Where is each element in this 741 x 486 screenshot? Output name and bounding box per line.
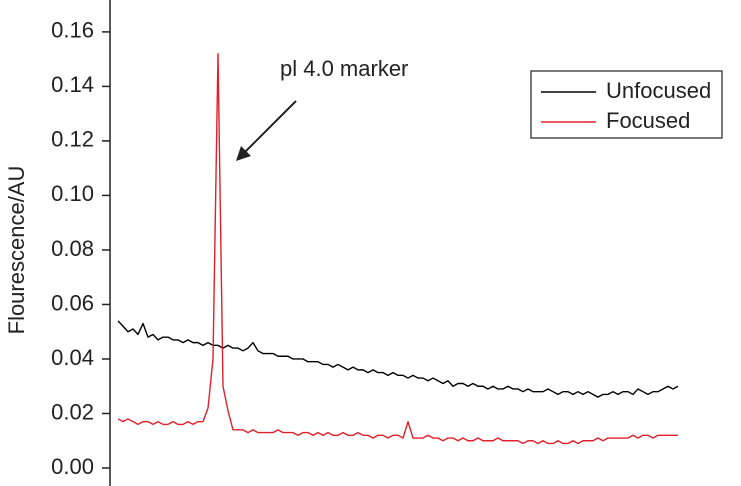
y-tick-label: 0.12 <box>51 127 94 152</box>
y-tick-label: 0.10 <box>51 181 94 206</box>
y-tick-label: 0.06 <box>51 290 94 315</box>
data-line <box>117 320 679 398</box>
y-tick-label: 0.02 <box>51 399 94 424</box>
y-tick-label: 0.00 <box>51 454 94 479</box>
y-tick-label: 0.08 <box>51 236 94 261</box>
y-axis-label: Flourescence/AU <box>4 166 29 335</box>
annotation: pl 4.0 marker <box>280 56 408 81</box>
legend-label: Unfocused <box>606 78 711 103</box>
annotation-arrowhead <box>236 146 251 161</box>
legend-label: Focused <box>606 108 690 133</box>
legend-box <box>530 70 723 139</box>
annotation-arrow <box>243 100 297 154</box>
y-tick-label: 0.16 <box>51 18 94 43</box>
data-line <box>117 52 678 445</box>
y-tick-label: 0.14 <box>51 72 94 97</box>
y-tick-label: 0.04 <box>51 345 94 370</box>
